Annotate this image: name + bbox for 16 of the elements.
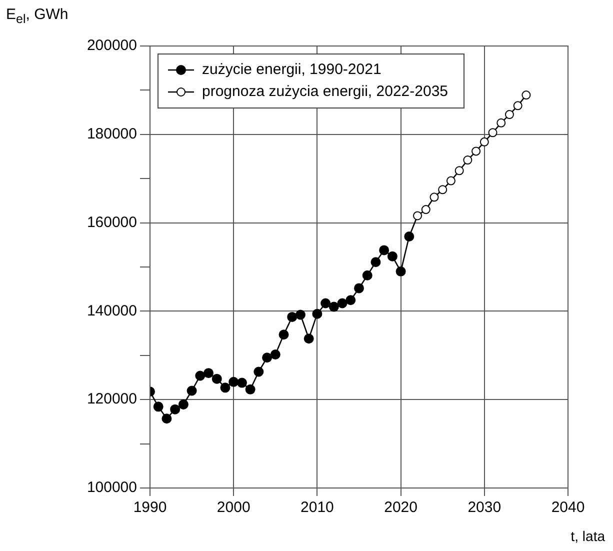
x-tick-label: 2000	[216, 499, 250, 516]
x-tick-label: 2040	[551, 499, 585, 516]
x-axis-title: t, lata	[570, 528, 605, 544]
legend-label: zużycie energii, 1990-2021	[202, 61, 382, 78]
y-tick-label: 200000	[86, 37, 137, 54]
legend-label: prognoza zużycia energii, 2022-2035	[202, 83, 448, 100]
y-tick-label: 160000	[86, 214, 137, 231]
y-tick-label: 120000	[86, 390, 137, 408]
y-tick-label: 100000	[86, 479, 137, 496]
y-axis-title: E$_{el}$, GWh	[6, 6, 68, 26]
x-tick-label: 2030	[468, 499, 502, 516]
x-tick-label: 1990	[133, 499, 167, 516]
y-tick-label: 180000	[86, 126, 137, 143]
x-tick-label: 2010	[300, 499, 334, 516]
x-tick-label: 2020	[384, 499, 418, 516]
y-tick-label: 140000	[86, 302, 137, 320]
